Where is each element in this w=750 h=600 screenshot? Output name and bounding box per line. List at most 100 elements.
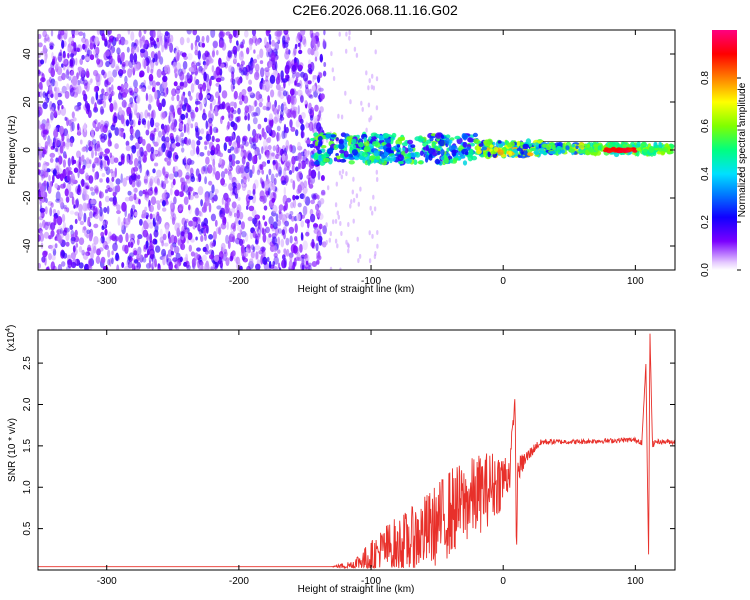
heatmap-cell [118,39,122,45]
heatmap-cell [132,102,137,112]
heatmap-cell [190,112,196,119]
heatmap-cell [68,76,72,81]
heatmap-cell [289,144,293,153]
heatmap-cell [48,253,52,261]
heatmap-cell [49,45,54,50]
heatmap-cell [294,43,298,50]
heatmap-cell [180,137,185,147]
heatmap-cell [61,261,66,267]
heatmap-cell [38,119,41,129]
heatmap-cell [556,146,562,150]
heatmap-cell [67,258,73,269]
heatmap-cell [69,224,74,230]
heatmap-cell [135,129,141,140]
heatmap-cell [160,111,166,120]
heatmap-cell [44,141,49,150]
heatmap-cell [57,92,62,98]
heatmap-cell [259,48,264,59]
heatmap-cell [313,154,319,161]
heatmap-cell [130,31,135,41]
heatmap-cell [435,132,442,139]
heatmap-cell [54,243,58,249]
heatmap-cell [195,236,198,241]
heatmap-cell [204,145,208,150]
heatmap-cell [378,135,384,141]
heatmap-cell [117,54,121,64]
heatmap-cell [83,182,90,187]
heatmap-cell [180,113,186,120]
heatmap-cell [86,47,90,57]
heatmap-cell [288,260,293,269]
heatmap-cell [237,115,241,122]
heatmap-cell [348,30,351,36]
heatmap-cell [120,155,125,165]
heatmap-cell [174,68,179,77]
heatmap-cell [61,39,65,49]
heatmap-cell [275,161,279,171]
heatmap-cell [642,148,649,156]
heatmap-cell [323,62,327,67]
heatmap-cell [200,128,205,135]
heatmap-cell [75,243,79,248]
heatmap-cell [319,56,324,62]
heatmap-cell [391,132,397,138]
heatmap-cell [183,123,187,134]
heatmap-cell [352,197,356,203]
heatmap-cell [267,124,272,134]
heatmap-cell [147,112,151,117]
heatmap-cell [133,87,139,94]
heatmap-cell [220,242,226,251]
heatmap-cell [425,144,429,152]
heatmap-cell [81,54,85,60]
heatmap-cell [130,145,136,150]
heatmap-cell [78,31,84,36]
heatmap-cell [262,105,267,111]
heatmap-cell [305,260,309,265]
heatmap-cell [371,233,374,239]
heatmap-cell [215,143,220,152]
heatmap-cell [376,230,379,235]
heatmap-cell [220,171,226,179]
heatmap-cell [64,90,70,99]
heatmap-cell [195,130,199,139]
heatmap-cell [248,195,254,200]
heatmap-cell [220,213,225,220]
heatmap-cell [59,125,64,135]
heatmap-cell [208,249,214,255]
heatmap-cell [265,43,272,53]
heatmap-cell [185,175,190,180]
heatmap-cell [578,142,585,149]
heatmap-cell [190,42,194,51]
heatmap-cell [281,229,284,237]
heatmap-cell [429,136,434,142]
heatmap-cell [263,117,268,123]
heatmap-cell [160,35,163,46]
heatmap-cell [40,171,44,181]
heatmap-cell [86,184,91,190]
heatmap-cell [109,168,114,174]
heatmap-cell [150,254,154,260]
heatmap-cell [147,120,151,130]
heatmap-cell [110,58,116,69]
heatmap-cell [227,121,231,130]
heatmap-cell [55,61,60,69]
heatmap-cell [275,76,281,85]
heatmap-cell [172,257,178,262]
heatmap-cell [309,143,314,148]
heatmap-cell [92,205,98,215]
heatmap-cell [66,207,70,213]
heatmap-cell [235,165,241,175]
heatmap-cell [333,157,338,162]
heatmap-cell [166,161,171,166]
heatmap-cell [40,123,46,130]
heatmap-cell [198,229,203,235]
heatmap-cell [73,167,79,173]
heatmap-cell [203,62,208,70]
heatmap-cell [311,238,315,249]
heatmap-cell [95,255,101,264]
heatmap-cell [69,210,75,215]
heatmap-cell [94,102,97,112]
heatmap-cell [250,143,253,149]
heatmap-cell [116,210,121,215]
heatmap-cell [325,222,328,228]
